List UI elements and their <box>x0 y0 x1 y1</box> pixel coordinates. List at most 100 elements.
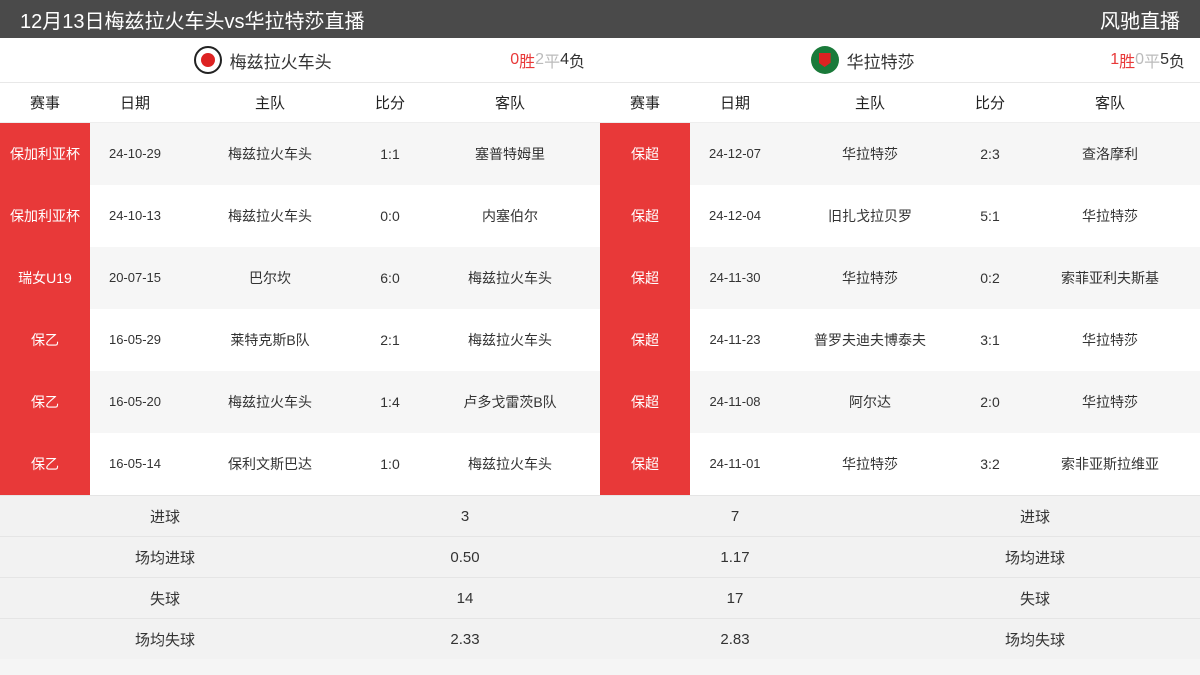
cell-date: 24-10-13 <box>90 185 180 247</box>
table-row[interactable]: 保加利亚杯24-10-29梅兹拉火车头1:1塞普特姆里 <box>0 123 600 185</box>
right-team-name: 华拉特莎 <box>847 48 915 73</box>
stats-value: 0.50 <box>330 549 600 566</box>
table-row[interactable]: 保乙16-05-20梅兹拉火车头1:4卢多戈雷茨B队 <box>0 371 600 433</box>
cell-date: 16-05-14 <box>90 433 180 495</box>
th-date: 日期 <box>90 92 180 113</box>
cell-score: 1:0 <box>360 433 420 495</box>
cell-score: 6:0 <box>360 247 420 309</box>
cell-home: 华拉特莎 <box>780 247 960 309</box>
stats-label: 失球 <box>870 588 1200 609</box>
left-team-header: 梅兹拉火车头 0胜 2平 4负 <box>0 38 600 83</box>
stats-label: 场均失球 <box>0 629 330 650</box>
cell-home: 梅兹拉火车头 <box>180 371 360 433</box>
cell-score: 0:2 <box>960 247 1020 309</box>
cell-score: 0:0 <box>360 185 420 247</box>
table-row[interactable]: 保超24-11-08阿尔达2:0华拉特莎 <box>600 371 1200 433</box>
cell-date: 24-11-23 <box>690 309 780 371</box>
table-row[interactable]: 瑞女U1920-07-15巴尔坎6:0梅兹拉火车头 <box>0 247 600 309</box>
stats-row: 场均失球2.83 <box>600 618 1200 659</box>
cell-competition: 保乙 <box>0 371 90 433</box>
th-date: 日期 <box>690 92 780 113</box>
stats-label: 场均进球 <box>0 547 330 568</box>
cell-score: 1:4 <box>360 371 420 433</box>
th-score: 比分 <box>960 92 1020 113</box>
right-team-header: 华拉特莎 1胜 0平 5负 <box>600 38 1200 83</box>
cell-away: 索非亚斯拉维亚 <box>1020 433 1200 495</box>
cell-home: 梅兹拉火车头 <box>180 185 360 247</box>
left-team-name: 梅兹拉火车头 <box>230 48 332 73</box>
stats-value: 1.17 <box>600 549 870 566</box>
cell-home: 华拉特莎 <box>780 123 960 185</box>
cell-date: 16-05-29 <box>90 309 180 371</box>
cell-away: 梅兹拉火车头 <box>420 309 600 371</box>
cell-date: 24-12-04 <box>690 185 780 247</box>
cell-score: 2:0 <box>960 371 1020 433</box>
cell-competition: 保加利亚杯 <box>0 185 90 247</box>
page-title: 12月13日梅兹拉火车头vs华拉特莎直播 <box>20 5 365 34</box>
table-row[interactable]: 保乙16-05-14保利文斯巴达1:0梅兹拉火车头 <box>0 433 600 495</box>
table-row[interactable]: 保超24-12-04旧扎戈拉贝罗5:1华拉特莎 <box>600 185 1200 247</box>
cell-score: 3:2 <box>960 433 1020 495</box>
th-competition: 赛事 <box>600 92 690 113</box>
cell-date: 24-10-29 <box>90 123 180 185</box>
right-rows: 保超24-12-07华拉特莎2:3查洛摩利保超24-12-04旧扎戈拉贝罗5:1… <box>600 123 1200 495</box>
left-stats: 进球3场均进球0.50失球14场均失球2.33 <box>0 495 600 659</box>
table-row[interactable]: 保加利亚杯24-10-13梅兹拉火车头0:0内塞伯尔 <box>0 185 600 247</box>
right-team-logo-icon <box>811 46 839 74</box>
stats-label: 场均失球 <box>870 629 1200 650</box>
th-competition: 赛事 <box>0 92 90 113</box>
cell-competition: 瑞女U19 <box>0 247 90 309</box>
cell-competition: 保超 <box>600 309 690 371</box>
stats-value: 14 <box>330 590 600 607</box>
table-row[interactable]: 保超24-12-07华拉特莎2:3查洛摩利 <box>600 123 1200 185</box>
stats-value: 7 <box>600 508 870 525</box>
right-panel: 华拉特莎 1胜 0平 5负 赛事 日期 主队 比分 客队 保超24-12-07华… <box>600 38 1200 659</box>
cell-score: 5:1 <box>960 185 1020 247</box>
cell-score: 2:1 <box>360 309 420 371</box>
cell-competition: 保超 <box>600 185 690 247</box>
stats-label: 失球 <box>0 588 330 609</box>
stats-row: 失球17 <box>600 577 1200 618</box>
stats-row: 场均进球1.17 <box>600 536 1200 577</box>
cell-competition: 保超 <box>600 247 690 309</box>
stats-value: 2.83 <box>600 631 870 648</box>
cell-away: 查洛摩利 <box>1020 123 1200 185</box>
table-row[interactable]: 保超24-11-30华拉特莎0:2索菲亚利夫斯基 <box>600 247 1200 309</box>
left-panel: 梅兹拉火车头 0胜 2平 4负 赛事 日期 主队 比分 客队 保加利亚杯24-1… <box>0 38 600 659</box>
stats-row: 场均失球2.33 <box>0 618 600 659</box>
record-draw-n: 0 <box>1135 51 1144 69</box>
cell-score: 1:1 <box>360 123 420 185</box>
main-container: 梅兹拉火车头 0胜 2平 4负 赛事 日期 主队 比分 客队 保加利亚杯24-1… <box>0 38 1200 659</box>
record-win-n: 0 <box>510 51 519 69</box>
left-team-logo-icon <box>194 46 222 74</box>
stats-value: 3 <box>330 508 600 525</box>
cell-competition: 保超 <box>600 371 690 433</box>
cell-competition: 保超 <box>600 123 690 185</box>
cell-home: 普罗夫迪夫博泰夫 <box>780 309 960 371</box>
record-draw-n: 2 <box>535 51 544 69</box>
cell-away: 卢多戈雷茨B队 <box>420 371 600 433</box>
right-stats: 进球7场均进球1.17失球17场均失球2.83 <box>600 495 1200 659</box>
site-name: 风驰直播 <box>1100 5 1180 34</box>
cell-away: 梅兹拉火车头 <box>420 433 600 495</box>
left-table-head: 赛事 日期 主队 比分 客队 <box>0 83 600 123</box>
cell-date: 16-05-20 <box>90 371 180 433</box>
stats-row: 失球14 <box>0 577 600 618</box>
stats-value: 17 <box>600 590 870 607</box>
cell-competition: 保加利亚杯 <box>0 123 90 185</box>
left-rows: 保加利亚杯24-10-29梅兹拉火车头1:1塞普特姆里保加利亚杯24-10-13… <box>0 123 600 495</box>
table-row[interactable]: 保乙16-05-29莱特克斯B队2:1梅兹拉火车头 <box>0 309 600 371</box>
right-record: 1胜 0平 5负 <box>1110 48 1185 72</box>
cell-home: 旧扎戈拉贝罗 <box>780 185 960 247</box>
cell-home: 保利文斯巴达 <box>180 433 360 495</box>
table-row[interactable]: 保超24-11-01华拉特莎3:2索非亚斯拉维亚 <box>600 433 1200 495</box>
th-home: 主队 <box>180 92 360 113</box>
cell-home: 梅兹拉火车头 <box>180 123 360 185</box>
th-score: 比分 <box>360 92 420 113</box>
cell-away: 梅兹拉火车头 <box>420 247 600 309</box>
cell-score: 3:1 <box>960 309 1020 371</box>
cell-away: 内塞伯尔 <box>420 185 600 247</box>
table-row[interactable]: 保超24-11-23普罗夫迪夫博泰夫3:1华拉特莎 <box>600 309 1200 371</box>
stats-row: 进球7 <box>600 495 1200 536</box>
cell-home: 阿尔达 <box>780 371 960 433</box>
